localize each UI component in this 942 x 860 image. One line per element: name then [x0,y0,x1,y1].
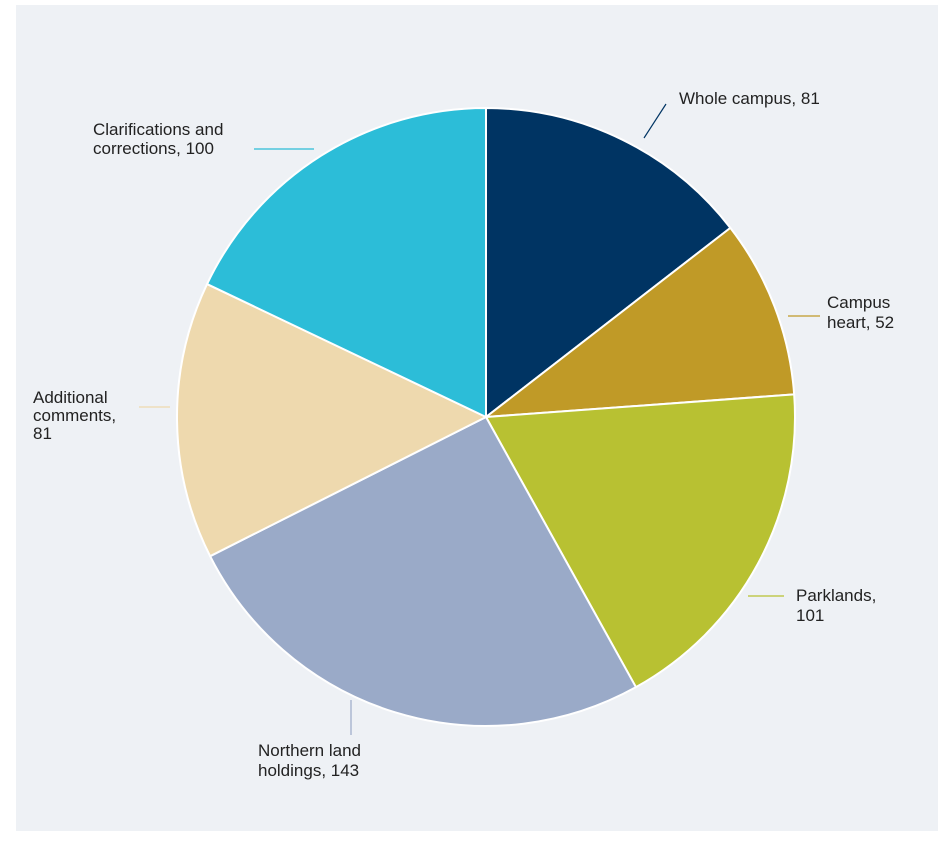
slice-label: Campus heart, 52 [827,293,894,332]
pie-slice-parklands [485,393,796,689]
pie-slice-campus-heart [485,226,796,418]
slice-label: Northern land holdings, 143 [258,741,361,780]
slice-label: Whole campus, 81 [679,89,820,108]
pie-slices [176,107,796,727]
leader-line [643,103,667,139]
leader-lines [139,103,820,735]
slice-labels: Whole campus, 81 Campus heart, 52 Parklands… [33,89,894,780]
slice-label: Additional comments, 81 [33,388,116,443]
pie-slice-northern-land-holdings [209,416,637,727]
pie-slice-whole-campus [485,107,732,418]
slice-label: Parklands, 101 [796,586,876,625]
pie-slice-additional-comments [176,283,487,558]
pie-slice-clarifications-and-corrections [206,107,487,418]
slice-label: Clarifications and corrections, 100 [93,120,223,158]
